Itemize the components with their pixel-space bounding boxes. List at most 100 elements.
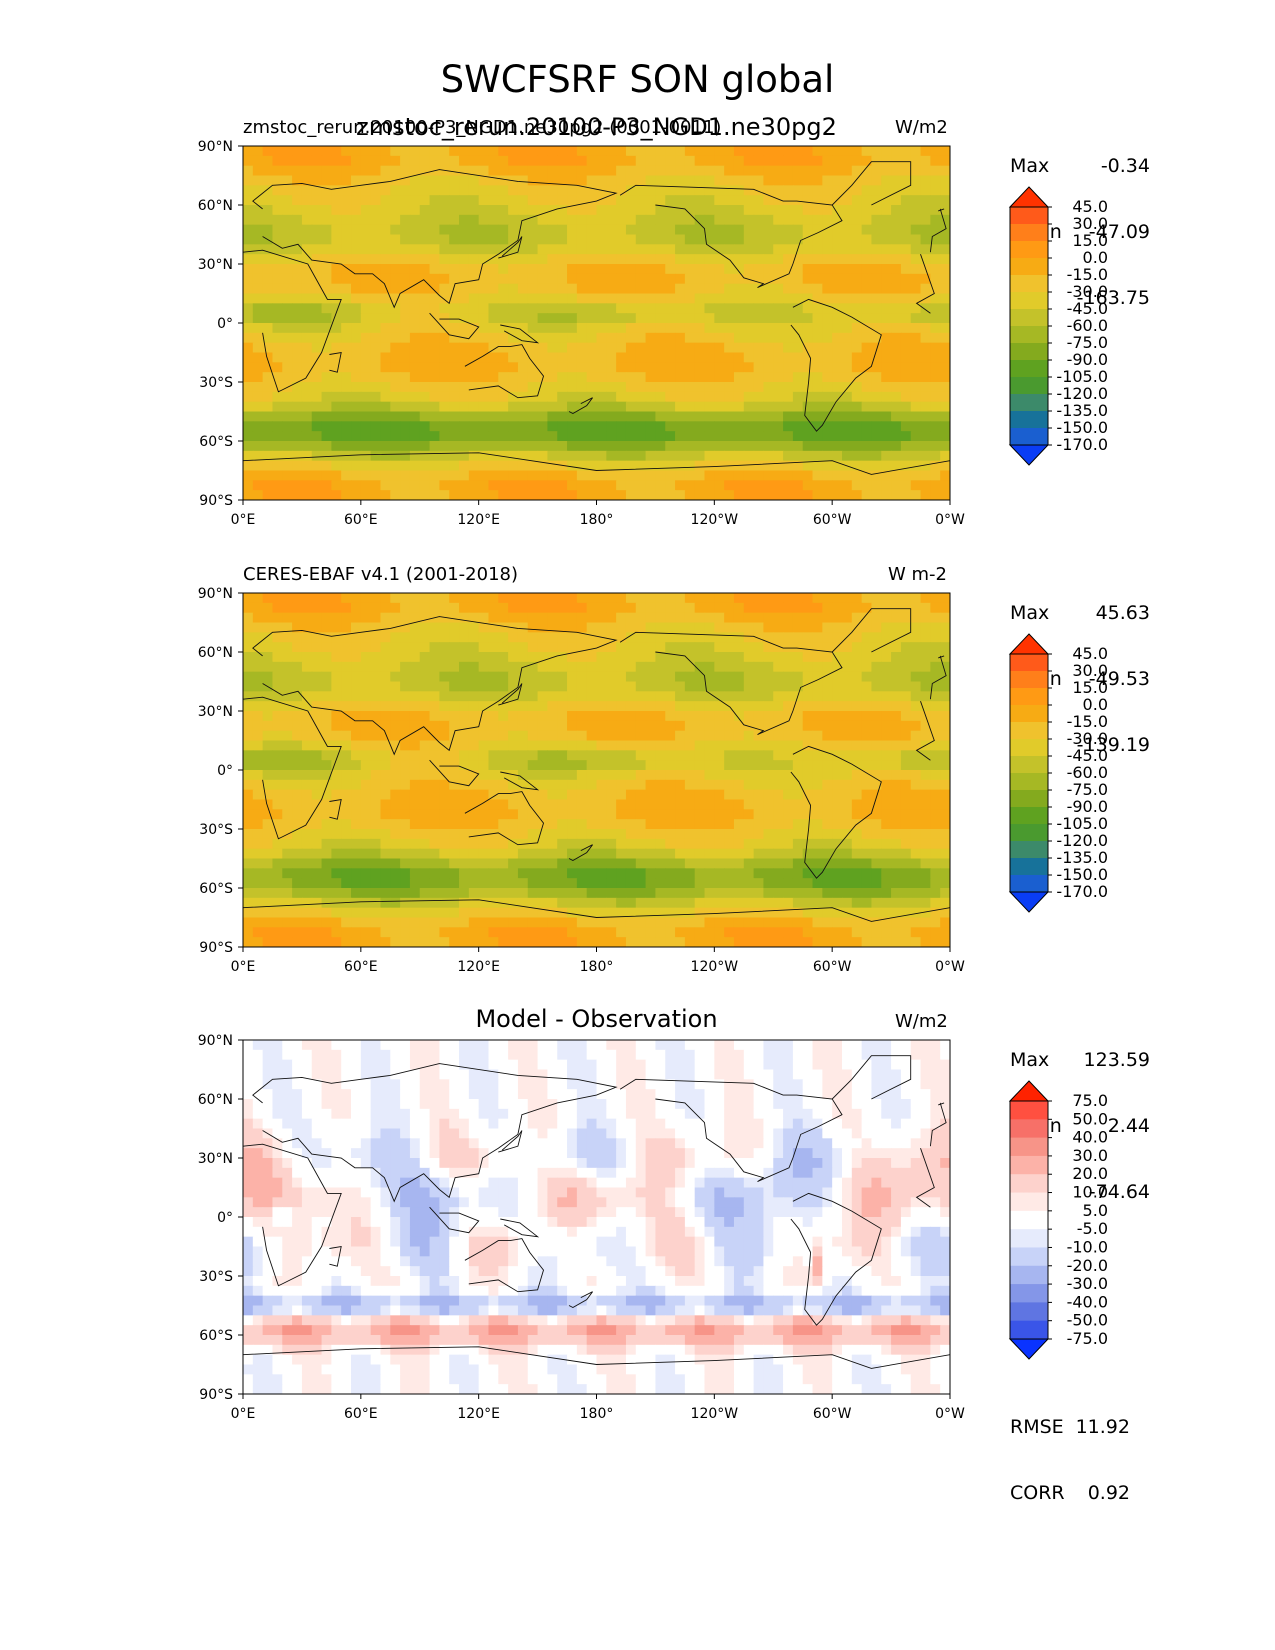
field-cell	[331, 303, 342, 314]
field-cell	[743, 175, 755, 186]
field-cell	[488, 480, 499, 491]
field-cell	[675, 671, 686, 683]
field-cell	[321, 362, 332, 373]
field-cell	[576, 838, 588, 850]
field-cell	[360, 829, 372, 840]
field-cell	[812, 622, 823, 633]
coastline	[938, 208, 945, 212]
field-cell	[252, 652, 264, 663]
field-cell	[586, 838, 598, 850]
field-cell	[429, 711, 440, 722]
field-cell	[763, 760, 774, 771]
field-cell	[292, 401, 303, 413]
field-cell	[400, 858, 411, 869]
field-cell	[714, 391, 725, 403]
field-cell	[792, 264, 804, 275]
field-cell	[272, 681, 283, 692]
field-cell	[292, 293, 303, 304]
field-cell	[841, 332, 853, 344]
field-cell	[459, 214, 470, 226]
field-cell	[567, 829, 578, 840]
field-cell	[252, 362, 264, 373]
field-cell	[321, 888, 332, 899]
field-cell	[940, 711, 950, 722]
field-cell	[400, 205, 411, 216]
field-cell	[527, 362, 539, 373]
field-cell	[753, 730, 765, 742]
figure-title: SWCFSRF SON global	[440, 58, 835, 101]
field-cell	[272, 848, 283, 860]
field-cell	[851, 490, 863, 500]
field-cell	[596, 612, 607, 624]
field-cell	[822, 593, 833, 604]
field-cell	[331, 254, 342, 265]
field-cell	[763, 460, 774, 472]
field-cell	[675, 283, 686, 295]
field-cell	[802, 750, 814, 761]
field-cell	[841, 829, 853, 840]
field-cell	[930, 224, 941, 236]
field-cell	[625, 470, 637, 481]
field-cell	[468, 602, 480, 614]
field-cell	[724, 323, 735, 334]
field-cell	[262, 155, 274, 167]
field-cell	[743, 460, 755, 472]
field-cell	[792, 642, 804, 653]
field-cell	[351, 789, 362, 801]
field-cell	[871, 273, 882, 285]
field-cell	[488, 701, 499, 712]
field-cell	[321, 681, 332, 692]
field-cell	[321, 760, 332, 771]
field-cell	[900, 819, 912, 830]
field-cell	[331, 750, 342, 761]
field-cell	[508, 313, 519, 324]
panel2-mean: -49.53	[1088, 668, 1150, 690]
field-cell	[635, 352, 647, 363]
field-cell	[567, 244, 578, 255]
field-cell	[301, 740, 313, 751]
field-cell	[773, 352, 784, 363]
field-cell	[292, 470, 303, 481]
field-cell	[733, 313, 745, 324]
field-cell	[380, 593, 391, 604]
field-cell	[763, 789, 774, 801]
field-cell	[940, 789, 950, 801]
field-cell	[910, 809, 922, 820]
field-cell	[891, 789, 902, 801]
field-cell	[537, 691, 548, 702]
field-cell	[714, 829, 725, 840]
field-cell	[351, 411, 362, 422]
field-cell	[606, 642, 617, 653]
field-cell	[488, 254, 499, 265]
field-cell	[439, 868, 450, 879]
field-cell	[694, 155, 706, 167]
panel2-left-title: CERES-EBAF v4.1 (2001-2018)	[243, 564, 519, 585]
field-cell	[920, 273, 931, 285]
field-cell	[910, 770, 922, 781]
field-cell	[802, 303, 814, 314]
field-cell	[400, 888, 411, 899]
field-cell	[508, 602, 519, 614]
field-cell	[694, 819, 706, 830]
field-cell	[488, 730, 499, 742]
field-cell	[498, 323, 509, 334]
field-cell	[272, 146, 283, 157]
colorbar-swatch	[1010, 275, 1048, 293]
field-cell	[557, 740, 568, 751]
field-cell	[370, 391, 382, 403]
field-cell	[861, 671, 873, 683]
field-cell	[891, 431, 902, 442]
field-cell	[370, 740, 382, 751]
field-cell	[940, 779, 950, 791]
field-cell	[684, 897, 696, 909]
field-cell	[557, 632, 568, 643]
field-cell	[321, 264, 332, 275]
field-cell	[832, 264, 843, 275]
field-cell	[822, 450, 833, 462]
field-cell	[881, 254, 892, 265]
field-cell	[380, 622, 391, 633]
field-cell	[606, 897, 617, 909]
field-cell	[449, 701, 460, 712]
field-cell	[783, 431, 794, 442]
field-cell	[675, 293, 686, 304]
